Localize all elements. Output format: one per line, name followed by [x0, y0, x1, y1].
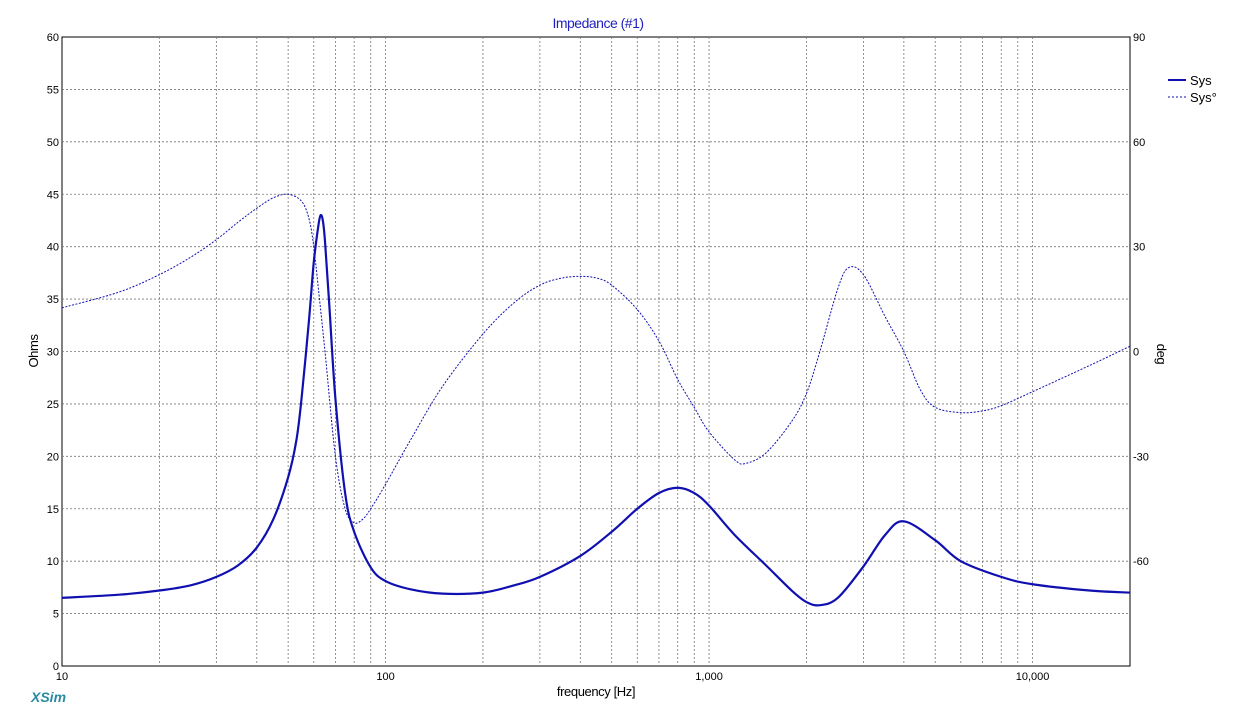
tick-labels: 0 5 10 15 20 25 30 35 40 45 50 55 60 -60 -30 0 30 60 90 10 1…: [47, 32, 1149, 683]
y-tick-label: 10: [47, 556, 59, 568]
y-tick-label: 45: [47, 189, 59, 201]
y2-tick-label: -60: [1133, 556, 1149, 568]
y2-axis-label: deg: [1154, 344, 1169, 365]
y-tick-label: 30: [47, 347, 59, 359]
legend-label-sys-phase: Sys°: [1190, 90, 1217, 105]
y2-tick-label: 30: [1133, 242, 1145, 254]
y2-tick-label: 90: [1133, 32, 1145, 44]
y-tick-label: 40: [47, 242, 59, 254]
y-tick-label: 55: [47, 84, 59, 96]
y-tick-label: 60: [47, 32, 59, 44]
x-axis-label: frequency [Hz]: [557, 684, 635, 699]
y2-tick-label: 0: [1133, 347, 1139, 359]
grid: [62, 37, 1130, 666]
series-line-sys-impedance: [61, 213, 1131, 607]
y2-tick-label: -30: [1133, 451, 1149, 463]
chart-title: Impedance (#1): [552, 15, 643, 31]
legend: Sys Sys°: [1168, 73, 1217, 105]
series-line-sys-phase: [61, 193, 1131, 524]
y-tick-label: 0: [53, 661, 59, 673]
y2-tick-label: 60: [1133, 137, 1145, 149]
x-tick-label: 10,000: [1016, 671, 1050, 683]
y-tick-label: 50: [47, 137, 59, 149]
xsim-logo: XSim: [30, 689, 66, 705]
y-tick-label: 20: [47, 451, 59, 463]
y-tick-label: 5: [53, 609, 59, 621]
y-axis-label: Ohms: [26, 334, 41, 368]
x-tick-label: 100: [376, 671, 394, 683]
x-tick-label: 1,000: [695, 671, 723, 683]
legend-label-sys: Sys: [1190, 73, 1212, 88]
x-tick-label: 10: [56, 671, 68, 683]
y-tick-label: 25: [47, 399, 59, 411]
y-tick-label: 35: [47, 294, 59, 306]
y-tick-label: 15: [47, 504, 59, 516]
series-layer: [61, 193, 1131, 607]
